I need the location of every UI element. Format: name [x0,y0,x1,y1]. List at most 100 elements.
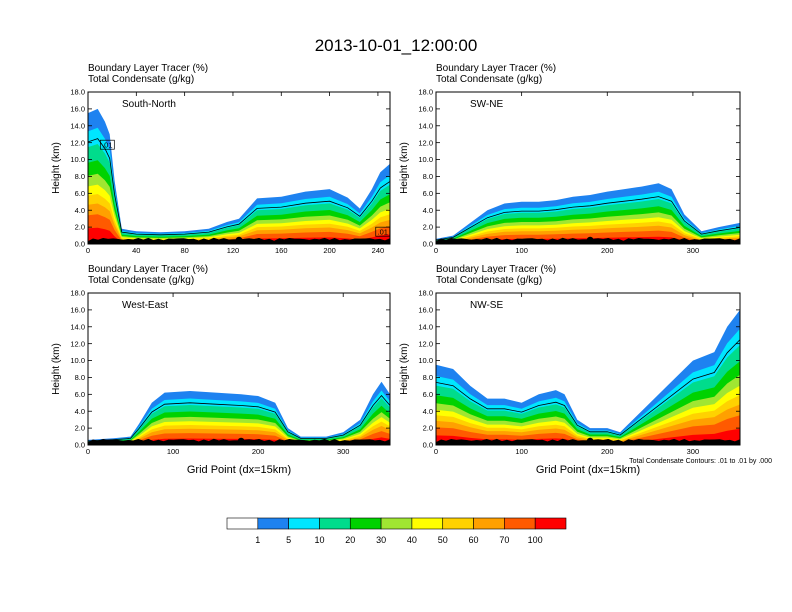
tracer-label: Boundary Layer Tracer (%) [436,264,556,275]
y-tick-label: 4.0 [75,407,85,416]
colorbar-tick-label: 50 [438,535,448,545]
x-tick-label: 300 [687,246,700,255]
x-tick-label: 200 [601,246,614,255]
y-tick-label: 4.0 [423,206,433,215]
colorbar-tick-label: 100 [528,535,543,545]
y-tick-label: 14.0 [418,322,433,331]
y-tick-label: 10.0 [70,155,85,164]
y-tick-label: 8.0 [75,373,85,382]
y-tick-label: 14.0 [70,322,85,331]
y-tick-label: 6.0 [75,390,85,399]
x-tick-label: 200 [323,246,336,255]
x-tick-label: 0 [86,447,90,456]
y-tick-label: 8.0 [423,373,433,382]
tracer-label: Boundary Layer Tracer (%) [88,264,208,275]
panel-2: 0.0 2.0 4.0 6.0 8.0 10.0 12.0 14.0 16.0 18.0 0 100 2… [399,63,741,255]
y-tick-label: 12.0 [418,138,433,147]
y-tick-label: 10.0 [70,356,85,365]
colorbar-tick-label: 30 [376,535,386,545]
panels: 0.0 2.0 4.0 6.0 8.0 10.0 12.0 14.0 16.0 18.0 0 40 80… [51,63,741,476]
colorbar-tick-label: 60 [469,535,479,545]
colorbar-tick-label: 70 [499,535,509,545]
colorbar-swatch [411,517,444,530]
condensate-label: Total Condensate (g/kg) [88,74,194,85]
x-tick-label: 0 [434,246,438,255]
x-tick-label: 100 [515,447,528,456]
y-axis-label: Height (km) [51,142,62,194]
contour-label: .01 [378,228,388,237]
tracer-band-9 [88,214,390,244]
tracer-field [88,381,390,445]
x-axis-label: Grid Point (dx=15km) [187,464,291,476]
x-tick-label: 300 [687,447,700,456]
condensate-label: Total Condensate (g/kg) [436,74,542,85]
contour-label-box [99,139,115,150]
y-tick-label: 18.0 [70,88,85,97]
condensate-label: Total Condensate (g/kg) [436,275,542,286]
tracer-field [436,183,740,244]
y-tick-label: 10.0 [418,155,433,164]
y-tick-label: 16.0 [418,305,433,314]
colorbar-swatch [349,517,382,530]
colorbar-swatch [257,517,289,530]
x-tick-label: 200 [601,447,614,456]
colorbar-tick-label: 1 [255,535,260,545]
colorbar-swatch [442,517,474,530]
condensate-contour [436,196,740,241]
colorbar-swatch [226,517,259,530]
y-tick-label: 18.0 [418,289,433,298]
panel-label: South-North [122,99,176,110]
plot-frame [87,292,391,446]
y-tick-label: 6.0 [423,390,433,399]
y-tick-label: 10.0 [418,356,433,365]
colorbar-swatch [288,517,320,530]
y-tick-label: 0.0 [75,240,85,249]
y-tick-label: 8.0 [75,172,85,181]
colorbar-tick-label: 40 [407,535,417,545]
y-tick-label: 0.0 [75,441,85,450]
contour-label: .01 [102,141,112,150]
colorbar-tick-label: 10 [314,535,324,545]
panel-3: 0.0 2.0 4.0 6.0 8.0 10.0 12.0 14.0 16.0 18.0 0 100 2… [51,264,391,476]
y-tick-label: 16.0 [418,104,433,113]
y-axis-label: Height (km) [51,343,62,395]
x-tick-label: 240 [372,246,385,255]
tracer-field [88,108,390,244]
y-tick-label: 6.0 [423,189,433,198]
colorbar-swatch [504,517,536,530]
x-tick-label: 200 [252,447,265,456]
x-tick-label: 40 [132,246,140,255]
panel-label: SW-NE [470,99,503,110]
location-marker [235,236,243,244]
y-tick-label: 2.0 [423,223,433,232]
y-tick-label: 12.0 [418,339,433,348]
x-axis-label: Grid Point (dx=15km) [536,464,640,476]
y-tick-label: 2.0 [423,424,433,433]
x-tick-label: 80 [180,246,188,255]
panel-1: 0.0 2.0 4.0 6.0 8.0 10.0 12.0 14.0 16.0 18.0 0 40 80… [51,63,391,255]
contour-footnote: Total Condensate Contours: .01 to .01 by… [629,458,772,465]
panel-label: NW-SE [470,300,503,311]
tracer-field [436,309,740,445]
x-tick-label: 120 [227,246,240,255]
y-tick-label: 2.0 [75,223,85,232]
plot-frame [435,91,741,245]
plot-frame [87,91,391,245]
figure-title: 2013-10-01_12:00:00 [315,36,478,55]
colorbar-tick-label: 5 [286,535,291,545]
y-tick-label: 16.0 [70,104,85,113]
tracer-label: Boundary Layer Tracer (%) [436,63,556,74]
y-tick-label: 18.0 [70,289,85,298]
condensate-contour [436,339,740,436]
y-tick-label: 4.0 [75,206,85,215]
y-tick-label: 14.0 [418,121,433,130]
y-tick-label: 0.0 [423,441,433,450]
y-tick-label: 6.0 [75,189,85,198]
condensate-contour [88,394,390,442]
y-tick-label: 12.0 [70,339,85,348]
colorbar-swatch [534,517,567,530]
y-tick-label: 4.0 [423,407,433,416]
colorbar-swatch [473,517,505,530]
x-tick-label: 100 [515,246,528,255]
